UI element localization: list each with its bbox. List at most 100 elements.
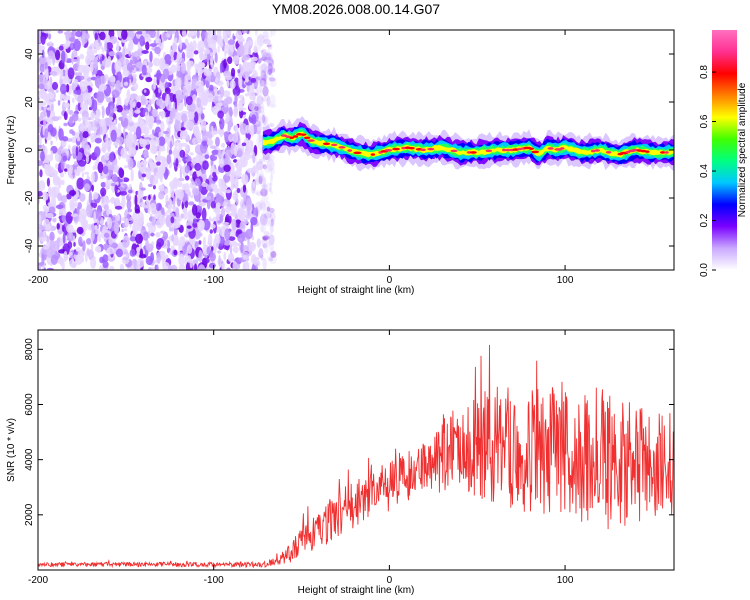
noise-speckle xyxy=(115,197,120,206)
noise-speckle xyxy=(199,80,204,93)
noise-speckle xyxy=(92,191,99,200)
noise-speckle xyxy=(156,155,165,162)
noise-speckle xyxy=(238,34,243,40)
noise-speckle xyxy=(245,124,250,134)
noise-speckle xyxy=(253,207,259,218)
noise-speckle xyxy=(149,202,157,212)
snr-panel: -200 -100 0 100 2000 4000 6000 8000 Height of … xyxy=(6,329,675,596)
noise-speckle xyxy=(193,50,199,55)
noise-speckle xyxy=(265,51,274,61)
noise-speckle xyxy=(205,92,214,103)
noise-speckle xyxy=(230,184,235,189)
noise-speckle xyxy=(179,39,183,50)
noise-speckle xyxy=(46,177,51,187)
noise-speckle xyxy=(170,55,175,63)
spectrogram-x-ticks: -200 -100 0 100 xyxy=(28,30,574,286)
noise-speckle xyxy=(233,106,239,118)
figure-title: YM08.2026.008.00.14.G07 xyxy=(272,1,440,17)
noise-speckle xyxy=(46,267,54,270)
noise-speckle xyxy=(143,33,151,41)
noise-speckle xyxy=(139,248,144,258)
snr-y-ticks: 2000 4000 6000 8000 xyxy=(24,338,674,526)
noise-speckle xyxy=(223,98,229,108)
noise-speckle xyxy=(221,221,230,226)
noise-speckle xyxy=(215,206,221,219)
noise-speckle xyxy=(88,249,94,261)
noise-speckle xyxy=(134,208,141,214)
noise-speckle xyxy=(147,119,154,128)
x-tick-label: -100 xyxy=(204,575,224,586)
noise-speckle xyxy=(160,120,165,133)
noise-speckle xyxy=(82,240,86,252)
noise-speckle xyxy=(102,261,109,269)
noise-speckle xyxy=(262,235,270,240)
noise-speckle xyxy=(127,42,134,52)
snr-y-label: SNR (10 * v/v) xyxy=(6,418,17,482)
ridge-peak xyxy=(450,149,458,153)
noise-speckle xyxy=(82,92,88,103)
noise-speckle xyxy=(155,242,162,250)
noise-speckle xyxy=(38,190,43,197)
noise-speckle xyxy=(124,109,130,115)
noise-speckle xyxy=(129,98,134,110)
noise-speckle xyxy=(44,61,48,71)
noise-speckle xyxy=(153,185,156,190)
noise-speckle xyxy=(267,255,271,262)
noise-speckle xyxy=(126,199,132,211)
noise-speckle xyxy=(261,176,265,181)
noise-speckle xyxy=(158,147,166,152)
noise-speckle xyxy=(231,172,235,183)
noise-speckle xyxy=(144,111,148,117)
ridge-peak xyxy=(640,149,647,153)
noise-speckle xyxy=(254,106,260,112)
noise-speckle xyxy=(223,58,227,69)
noise-speckle xyxy=(191,85,200,90)
noise-speckle xyxy=(237,94,245,99)
noise-speckle xyxy=(260,254,264,261)
noise-speckle xyxy=(181,57,185,63)
noise-speckle xyxy=(79,75,85,81)
noise-speckle xyxy=(38,74,45,85)
noise-speckle xyxy=(135,233,144,244)
noise-speckle xyxy=(38,126,42,134)
noise-speckle xyxy=(261,52,270,63)
noise-speckle xyxy=(223,239,231,246)
noise-speckle xyxy=(150,232,155,237)
noise-speckle xyxy=(172,195,176,209)
noise-speckle xyxy=(122,237,130,248)
noise-speckle xyxy=(41,106,44,111)
noise-speckle xyxy=(208,84,214,92)
noise-speckle xyxy=(264,49,271,58)
noise-speckle xyxy=(262,243,268,249)
noise-speckle xyxy=(69,199,74,209)
noise-speckle xyxy=(119,263,125,270)
ridge-peak xyxy=(292,135,299,138)
noise-speckle xyxy=(257,169,260,182)
noise-speckle xyxy=(172,93,177,103)
noise-speckle xyxy=(247,40,254,46)
noise-speckle xyxy=(79,53,85,60)
noise-speckle xyxy=(64,254,69,261)
noise-speckle xyxy=(220,196,225,203)
noise-speckle xyxy=(61,50,66,64)
noise-speckle xyxy=(43,245,50,250)
noise-speckle xyxy=(108,152,115,163)
noise-speckle xyxy=(95,125,103,136)
noise-speckle xyxy=(173,146,179,160)
noise-speckle xyxy=(179,149,186,158)
noise-speckle xyxy=(261,184,269,188)
noise-speckle xyxy=(184,153,188,158)
noise-speckle xyxy=(164,188,169,195)
noise-speckle xyxy=(257,252,262,260)
noise-speckle xyxy=(224,75,233,81)
noise-speckle xyxy=(268,60,273,70)
noise-speckle xyxy=(261,237,268,247)
noise-speckle xyxy=(235,242,242,247)
noise-speckle xyxy=(123,81,129,86)
noise-speckle xyxy=(99,42,103,47)
noise-speckle xyxy=(62,155,68,162)
noise-speckle xyxy=(259,77,267,87)
noise-speckle xyxy=(154,46,161,55)
noise-speckle xyxy=(110,129,117,142)
noise-speckle xyxy=(90,257,97,269)
